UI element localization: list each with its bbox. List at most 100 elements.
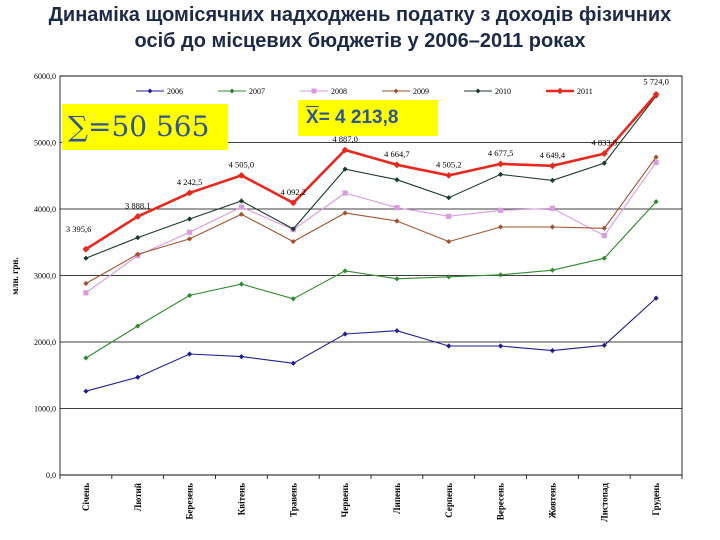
data-point-2007 bbox=[446, 274, 452, 280]
legend-marker-2011 bbox=[556, 87, 564, 95]
data-point-2006 bbox=[238, 354, 245, 360]
data-point-2011 bbox=[289, 199, 297, 207]
data-point-2008 bbox=[497, 207, 504, 213]
x-tick-label: Липень bbox=[392, 483, 402, 514]
data-point-2010 bbox=[342, 166, 348, 172]
data-point-2009 bbox=[342, 210, 348, 216]
legend-label-2010: 2010 bbox=[495, 87, 511, 96]
data-point-2008 bbox=[446, 213, 452, 219]
data-label-2011: 3 395,6 bbox=[66, 224, 92, 234]
data-point-2007 bbox=[238, 281, 245, 287]
data-point-2010 bbox=[549, 177, 556, 184]
x-tick-label: Травень bbox=[288, 483, 298, 517]
data-point-2008 bbox=[653, 159, 659, 166]
data-point-2010 bbox=[135, 234, 141, 241]
axes: 0,0 1000,0 2000,0 3000,0 4000,0 5000,0 6000,0 С… bbox=[34, 72, 683, 522]
data-label-2011: 4 664,7 bbox=[384, 149, 410, 159]
data-point-2009 bbox=[135, 251, 141, 257]
x-tick-label: Жовтень bbox=[547, 483, 557, 519]
x-tick-label: Грудень bbox=[651, 483, 661, 516]
data-point-2006 bbox=[290, 360, 296, 366]
data-point-2010 bbox=[83, 255, 89, 261]
y-tick-label: 4000,0 bbox=[34, 205, 56, 214]
data-point-2010 bbox=[186, 216, 193, 222]
data-point-2007 bbox=[290, 296, 296, 302]
legend-label-2007: 2007 bbox=[249, 87, 265, 96]
y-tick-label: 5000,0 bbox=[34, 139, 56, 148]
data-point-2008 bbox=[83, 290, 89, 296]
chart-title-line-2: осіб до місцевих бюджетів у 2006–2011 ро… bbox=[134, 30, 586, 52]
data-point-2009 bbox=[394, 218, 400, 224]
legend-label-2006: 2006 bbox=[167, 87, 183, 96]
y-tick-label: 3000,0 bbox=[34, 272, 56, 281]
data-point-2011 bbox=[600, 150, 608, 157]
data-label-2011: 4 092,2 bbox=[281, 187, 307, 197]
x-tick-label: Серпень bbox=[444, 483, 454, 518]
data-point-2006 bbox=[446, 343, 452, 349]
x-tick-label: Березень bbox=[185, 483, 195, 520]
data-point-2010 bbox=[601, 160, 607, 166]
y-tick-label: 1000,0 bbox=[34, 405, 56, 414]
data-point-2008 bbox=[238, 204, 245, 210]
series-line-2009 bbox=[85, 156, 657, 284]
legend-label-2008: 2008 bbox=[331, 87, 347, 96]
x-tick-label: Січень bbox=[81, 483, 91, 511]
x-tick-label: Квітень bbox=[236, 483, 246, 515]
data-point-2010 bbox=[446, 195, 452, 201]
legend-marker-2008 bbox=[311, 88, 317, 94]
data-point-2009 bbox=[290, 238, 296, 245]
data-point-2008 bbox=[394, 205, 400, 211]
data-point-2009 bbox=[446, 238, 452, 245]
data-point-2006 bbox=[653, 295, 659, 301]
series-lines bbox=[82, 90, 660, 394]
data-point-2007 bbox=[342, 268, 348, 274]
x-tick-label: Листопад bbox=[599, 483, 609, 522]
chart-title-line-1: Динаміка щомісячних надходжень податку з… bbox=[48, 4, 672, 26]
series-line-2010 bbox=[85, 95, 657, 259]
series-line-2006 bbox=[85, 297, 657, 392]
y-tick-label: 6000,0 bbox=[34, 72, 56, 81]
data-point-2009 bbox=[601, 225, 607, 231]
data-label-2011: 4 242,5 bbox=[177, 177, 203, 187]
data-point-2011 bbox=[186, 189, 193, 197]
data-point-2010 bbox=[238, 198, 245, 204]
data-point-2011 bbox=[652, 90, 660, 98]
data-label-2011: 4 833,8 bbox=[592, 138, 618, 148]
data-point-2009 bbox=[653, 154, 659, 160]
data-point-2006 bbox=[601, 342, 607, 348]
series-line-2007 bbox=[85, 201, 657, 359]
data-label-2011: 4 677,5 bbox=[488, 148, 514, 158]
data-point-2007 bbox=[135, 323, 141, 329]
legend-marker-2009 bbox=[393, 88, 399, 94]
data-point-2011 bbox=[497, 160, 504, 168]
series-line-2011 bbox=[85, 93, 658, 251]
data-point-2011 bbox=[134, 213, 142, 220]
data-label-2011: 3 888,1 bbox=[125, 200, 151, 210]
data-point-2007 bbox=[83, 355, 89, 361]
legend-marker-2010 bbox=[475, 88, 481, 94]
legend: 2006 2007 2008 2009 2010 2011 bbox=[136, 87, 593, 96]
data-point-2010 bbox=[394, 177, 400, 183]
mean-value: = 4 213,8 bbox=[318, 107, 399, 128]
data-label-2011: 5 724,0 bbox=[643, 76, 669, 86]
data-point-2007 bbox=[653, 199, 659, 205]
mean-symbol: X bbox=[306, 107, 319, 128]
series-line-2008 bbox=[85, 162, 657, 294]
y-axis-label: млн. грн. bbox=[10, 257, 20, 294]
data-point-2008 bbox=[186, 229, 193, 235]
x-tick-label: Червень bbox=[340, 483, 350, 518]
x-tick-label: Лютий bbox=[133, 483, 143, 511]
data-point-2007 bbox=[497, 272, 504, 278]
data-label-2011: 4 887,0 bbox=[332, 134, 358, 144]
data-point-2007 bbox=[186, 292, 193, 299]
data-point-2009 bbox=[549, 224, 556, 230]
legend-label-2011: 2011 bbox=[577, 87, 593, 96]
data-point-2010 bbox=[497, 171, 504, 178]
data-point-2006 bbox=[135, 374, 141, 380]
data-point-2008 bbox=[549, 205, 556, 211]
data-point-2011 bbox=[393, 161, 401, 169]
data-point-2008 bbox=[601, 233, 607, 239]
data-point-2006 bbox=[342, 331, 348, 337]
data-point-2006 bbox=[497, 343, 504, 349]
